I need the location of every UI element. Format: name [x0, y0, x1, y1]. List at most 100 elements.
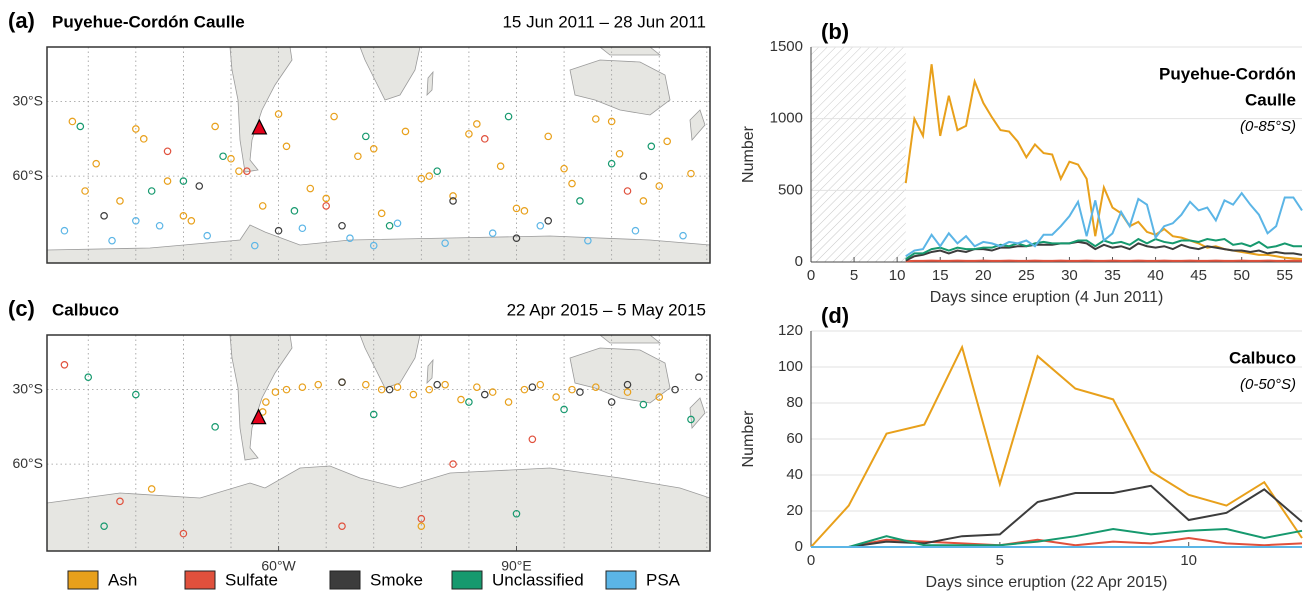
- y-axis-label: Number: [740, 410, 757, 468]
- observation-point: [235, 167, 243, 175]
- legend-swatch: [184, 570, 216, 590]
- observation-point: [449, 192, 457, 200]
- series-line: [811, 536, 1303, 548]
- observation-point: [306, 184, 315, 193]
- observation-point: [552, 393, 560, 401]
- y-tick-label: 0: [795, 253, 803, 270]
- observation-point: [512, 204, 521, 213]
- observation-point: [393, 219, 402, 228]
- observation-point: [441, 239, 449, 247]
- observation-point: [496, 162, 505, 170]
- observation-point: [655, 393, 664, 401]
- observation-point: [385, 385, 394, 394]
- observation-point: [354, 152, 362, 161]
- x-tick-label: 55: [1276, 267, 1293, 284]
- observation-point: [377, 385, 386, 394]
- observation-point: [147, 187, 156, 195]
- observation-point: [615, 149, 624, 158]
- legend-label: Sulfate: [225, 570, 278, 589]
- map-frame: [46, 46, 711, 264]
- observation-point: [227, 154, 235, 163]
- observation-point: [76, 122, 85, 131]
- observation-point: [591, 383, 600, 391]
- observation-point: [346, 234, 354, 242]
- observation-point: [591, 115, 600, 123]
- observation-point: [139, 135, 148, 143]
- date-range: 15 Jun 2011 – 28 Jun 2011: [502, 12, 706, 31]
- lat-tick-label: 30°S: [12, 380, 43, 396]
- series-line: [904, 64, 1303, 261]
- observation-point: [536, 221, 545, 230]
- y-tick-label: 20: [786, 502, 803, 519]
- observation-point: [639, 172, 648, 180]
- observation-point: [401, 127, 410, 136]
- lat-tick-label: 60°S: [12, 167, 43, 183]
- observation-point: [179, 177, 188, 185]
- x-tick-label: 30: [1061, 267, 1078, 284]
- y-axis-label: Number: [740, 125, 757, 183]
- observation-point: [449, 197, 457, 205]
- observation-point: [274, 226, 283, 235]
- observation-point: [473, 383, 481, 391]
- observation-point: [132, 216, 140, 225]
- observation-point: [623, 388, 632, 396]
- observation-point: [322, 202, 330, 210]
- series-line: [811, 527, 1303, 548]
- observation-point: [631, 226, 640, 235]
- observation-point: [163, 177, 172, 185]
- observation-point: [369, 410, 378, 419]
- observation-point: [132, 125, 140, 133]
- lat-tick-label: 60°S: [12, 455, 43, 471]
- series-line: [905, 237, 1302, 260]
- map-a-land: [46, 46, 711, 264]
- x-tick-label: 25: [1018, 267, 1035, 284]
- observation-point: [147, 485, 156, 493]
- observation-point: [68, 117, 77, 126]
- observation-point: [211, 423, 219, 431]
- observation-point: [623, 187, 632, 195]
- x-tick-label: 45: [1190, 267, 1207, 284]
- observation-point: [377, 209, 386, 218]
- observation-point: [480, 135, 489, 143]
- x-tick-label: 0: [807, 552, 815, 569]
- observation-point: [338, 522, 346, 530]
- observation-point: [100, 212, 108, 220]
- observation-point: [488, 229, 497, 238]
- y-tick-label: 1000: [770, 110, 803, 127]
- observation-point: [449, 460, 457, 468]
- observation-point: [362, 380, 370, 389]
- observation-point: [655, 182, 664, 190]
- observation-point: [195, 182, 204, 190]
- observation-point: [457, 395, 465, 404]
- annotation: Calbuco: [1229, 348, 1296, 367]
- observation-point: [338, 378, 346, 386]
- observation-point: [100, 522, 108, 530]
- observation-point: [163, 147, 172, 156]
- no-data-region: [811, 47, 906, 262]
- y-tick-label: 0: [795, 538, 803, 555]
- annotation-sub: (0-50°S): [1240, 376, 1296, 393]
- annotation: Caulle: [1245, 90, 1296, 109]
- x-tick-label: 5: [996, 552, 1004, 569]
- legend-label: Ash: [108, 570, 137, 589]
- observation-point: [504, 398, 513, 406]
- observation-point: [116, 497, 124, 506]
- observation-point: [695, 373, 703, 382]
- observation-point: [480, 390, 489, 399]
- observation-point: [81, 187, 89, 195]
- observation-point: [568, 385, 576, 394]
- observation-point: [560, 405, 568, 414]
- observation-point: [258, 202, 267, 210]
- observation-point: [271, 388, 280, 396]
- observation-point: [520, 385, 529, 394]
- observation-point: [607, 159, 616, 168]
- observation-point: [60, 360, 69, 369]
- observation-point: [187, 216, 196, 225]
- x-tick-label: 0: [807, 267, 815, 284]
- x-tick-label: 20: [975, 267, 992, 284]
- x-tick-label: 15: [932, 267, 949, 284]
- x-tick-label: 10: [1180, 552, 1197, 569]
- observation-point: [687, 415, 695, 424]
- observation-point: [512, 234, 521, 242]
